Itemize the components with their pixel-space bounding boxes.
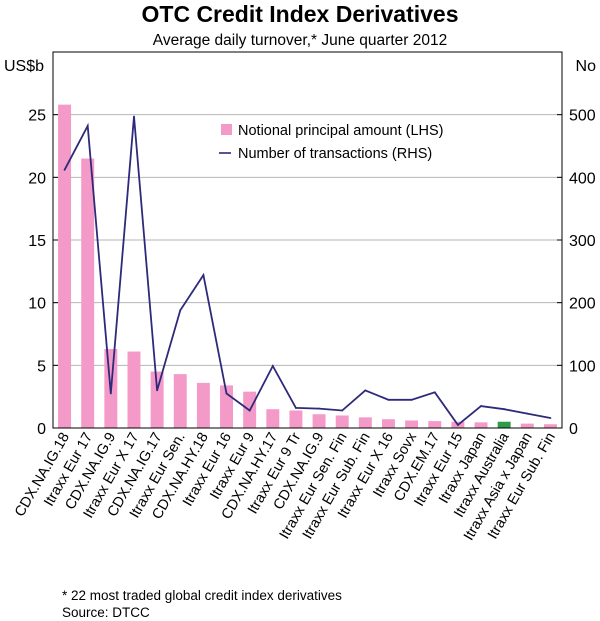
bar: [173, 374, 187, 428]
line-point: [156, 389, 159, 392]
y-axis-right-label: No: [576, 58, 597, 75]
line-point: [271, 365, 274, 367]
line-point: [109, 392, 112, 395]
bar: [474, 422, 488, 428]
y-axis-left-label: US$b: [4, 58, 44, 75]
y-left-tick-label: 25: [28, 108, 46, 125]
line-point: [225, 392, 228, 395]
legend-line-label: Number of transactions (RHS): [238, 146, 432, 162]
bar: [58, 104, 72, 428]
line-point: [549, 417, 552, 419]
line-point: [480, 405, 482, 407]
gridlines: [53, 114, 562, 366]
legend: Notional principal amount (LHS) Number o…: [219, 123, 444, 162]
line-path: [63, 116, 551, 427]
source-note: Source: DTCC: [62, 605, 150, 620]
bar: [520, 423, 534, 428]
bar: [81, 158, 95, 429]
y-right-tick-label: 300: [569, 233, 596, 250]
footnote: * 22 most traded global credit index der…: [62, 588, 342, 603]
y-right-tick-label: 200: [569, 296, 596, 313]
line-point: [63, 168, 66, 171]
bar: [335, 415, 349, 428]
line-point: [295, 407, 297, 409]
y-left-tick-label: 10: [28, 296, 46, 313]
y-right-tick-label: 400: [569, 170, 596, 187]
chart-subtitle: Average daily turnover,* June quarter 20…: [153, 32, 447, 49]
line-point: [86, 125, 89, 127]
bar: [497, 421, 511, 428]
bar: [266, 409, 280, 428]
legend-bar-swatch: [221, 124, 232, 135]
y-axis-right-ticks: 0 100 200 300 400 500: [557, 108, 596, 438]
line-point: [433, 391, 436, 394]
bar: [312, 414, 326, 428]
y-axis-left-ticks: 0 5 10 15 20 25: [28, 108, 58, 438]
y-right-tick-label: 0: [569, 421, 578, 438]
bar: [381, 419, 395, 428]
line-point: [526, 412, 529, 415]
bar: [428, 421, 442, 428]
line-series: [63, 115, 552, 427]
chart-title: OTC Credit Index Derivatives: [142, 1, 459, 27]
bar: [150, 371, 164, 428]
line-point: [202, 274, 205, 276]
line-point: [248, 409, 251, 412]
line-point: [133, 115, 135, 118]
bar: [127, 351, 141, 428]
y-left-tick-label: 5: [37, 358, 46, 375]
line-point: [503, 408, 506, 411]
bar: [543, 424, 557, 428]
line-point: [341, 409, 344, 412]
line-point: [179, 309, 182, 312]
y-left-tick-label: 15: [28, 233, 46, 250]
line-point: [387, 398, 390, 401]
line-point: [410, 398, 413, 401]
bar: [289, 410, 303, 428]
y-left-tick-label: 0: [37, 421, 46, 438]
legend-bar-label: Notional principal amount (LHS): [238, 123, 444, 139]
y-right-tick-label: 100: [569, 358, 596, 375]
y-right-tick-label: 500: [569, 108, 596, 125]
line-point: [318, 407, 320, 410]
bar: [196, 382, 210, 428]
bar: [405, 420, 419, 428]
line-point: [456, 423, 459, 426]
y-left-tick-label: 20: [28, 170, 46, 187]
line-point: [364, 389, 367, 392]
bar: [358, 417, 372, 428]
